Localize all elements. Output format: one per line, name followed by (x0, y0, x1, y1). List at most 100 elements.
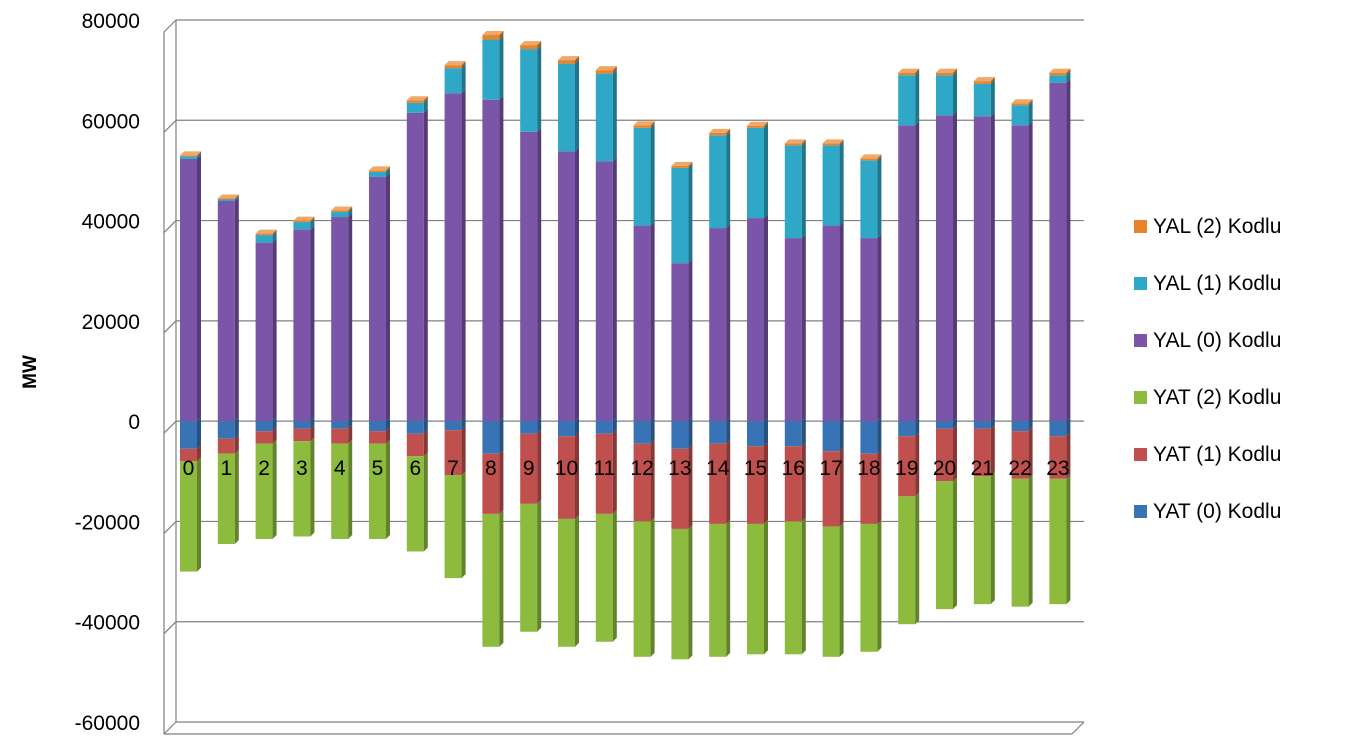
bar-segment (936, 424, 957, 482)
x-category-label: 19 (895, 457, 918, 480)
bar-segment (709, 417, 731, 444)
x-category-label: 7 (447, 457, 459, 480)
bar-segment (898, 71, 920, 126)
bar-segment (406, 417, 428, 434)
y-tick-label: -60000 (75, 712, 140, 735)
bar-segment (898, 432, 920, 497)
bar-segment (936, 71, 957, 116)
legend-item: YAL (0) Kodlu (1134, 329, 1281, 352)
bar-segment (444, 426, 466, 476)
bar-segment (1011, 474, 1033, 607)
bar-segment (217, 195, 239, 202)
x-axis-category-labels: 0 1 2 3 4 5 6 7 8 9 10 11 12 13 14 15 16 17 18 19 20 21 22 23 (183, 457, 1070, 480)
bar-segment (406, 108, 428, 422)
bar-top-face (671, 161, 693, 166)
bar-segment (482, 449, 504, 514)
bar-segment (180, 457, 201, 572)
bar-segment (520, 127, 542, 422)
bar-segment (180, 151, 201, 157)
grid-line-side (163, 220, 177, 233)
grid-line-side (163, 320, 177, 334)
bar-segment (633, 121, 655, 128)
bar-segment (860, 156, 882, 239)
bar-segment (520, 417, 542, 434)
bar-top-face (180, 151, 201, 156)
bar-segment (1011, 427, 1033, 479)
bar-segment (747, 123, 768, 219)
bar-segment (822, 447, 844, 527)
bar-segment (747, 121, 768, 128)
legend-label: YAL (2) Kodlu (1153, 215, 1281, 238)
bar-segment (180, 154, 201, 422)
bar-segment (558, 514, 579, 647)
bar-segment (444, 61, 466, 69)
bar-top-face (633, 121, 655, 126)
bar-segment (709, 519, 731, 657)
bar-segment (671, 161, 693, 168)
bar-segment (709, 128, 731, 136)
legend-item: YAL (2) Kodlu (1134, 215, 1281, 238)
legend-swatch (1134, 277, 1147, 290)
bar-segment (973, 417, 995, 429)
bar-top-face (217, 194, 239, 199)
grid-line-side (163, 19, 177, 33)
bar-segment (293, 424, 315, 442)
grid-line-side (163, 420, 177, 434)
bar-segment (482, 417, 504, 454)
bar-segment (1049, 68, 1071, 76)
legend-label: YAL (0) Kodlu (1153, 329, 1281, 352)
bar-segment (595, 509, 617, 642)
x-category-label: 8 (485, 457, 497, 480)
bar-segment (406, 98, 428, 113)
bar-segment (860, 449, 882, 524)
bar-segment (822, 417, 844, 452)
x-category-label: 13 (668, 457, 691, 480)
bar-segment (255, 427, 277, 444)
x-category-label: 16 (782, 457, 805, 480)
bar-segment (709, 131, 731, 229)
legend-label: YAT (0) Kodlu (1153, 500, 1281, 523)
bar-segment (293, 437, 315, 537)
bar-segment (255, 238, 277, 422)
bar-segment (520, 499, 542, 632)
floor-right-edge (1071, 721, 1085, 735)
bar-segment (255, 439, 277, 539)
bar-segment (482, 509, 504, 647)
x-category-label: 12 (630, 457, 653, 480)
bar-segment (369, 166, 390, 172)
bar-segment (633, 517, 655, 657)
bar-segment (255, 229, 277, 236)
bar-segment (822, 221, 844, 422)
bar-segment (633, 417, 655, 444)
bar-segment (784, 141, 806, 239)
bar-segment (671, 259, 693, 422)
bar-segment (331, 417, 353, 429)
bar-segment (331, 439, 353, 539)
bar-top-face (709, 128, 731, 133)
grid-line-side (163, 621, 177, 635)
bar-top-face (784, 139, 806, 144)
bar-stacks (180, 31, 1071, 660)
bar-segment (860, 519, 882, 652)
bar-segment (936, 68, 957, 76)
bar-segment (369, 172, 390, 422)
bar-segment (822, 139, 844, 146)
y-tick-label: -20000 (75, 511, 140, 534)
legend-swatch (1134, 391, 1147, 404)
bar-segment (369, 427, 390, 444)
bar-top-face (898, 68, 920, 73)
x-category-label: 10 (555, 457, 578, 480)
grid-lines (163, 19, 1085, 735)
x-category-label: 0 (183, 457, 195, 480)
bar-segment (595, 69, 617, 162)
y-axis-tick-labels: 80000 60000 40000 20000 0 -20000 -40000 -60000 (75, 10, 140, 735)
bar-segment (973, 77, 995, 84)
bar-segment (822, 522, 844, 657)
legend-item: YAT (1) Kodlu (1134, 443, 1281, 466)
bar-segment (293, 417, 315, 429)
legend-label: YAT (1) Kodlu (1153, 443, 1281, 466)
bar-segment (595, 66, 617, 74)
bar-segment (482, 95, 504, 422)
bar-segment (293, 225, 315, 422)
bar-segment (784, 442, 806, 522)
